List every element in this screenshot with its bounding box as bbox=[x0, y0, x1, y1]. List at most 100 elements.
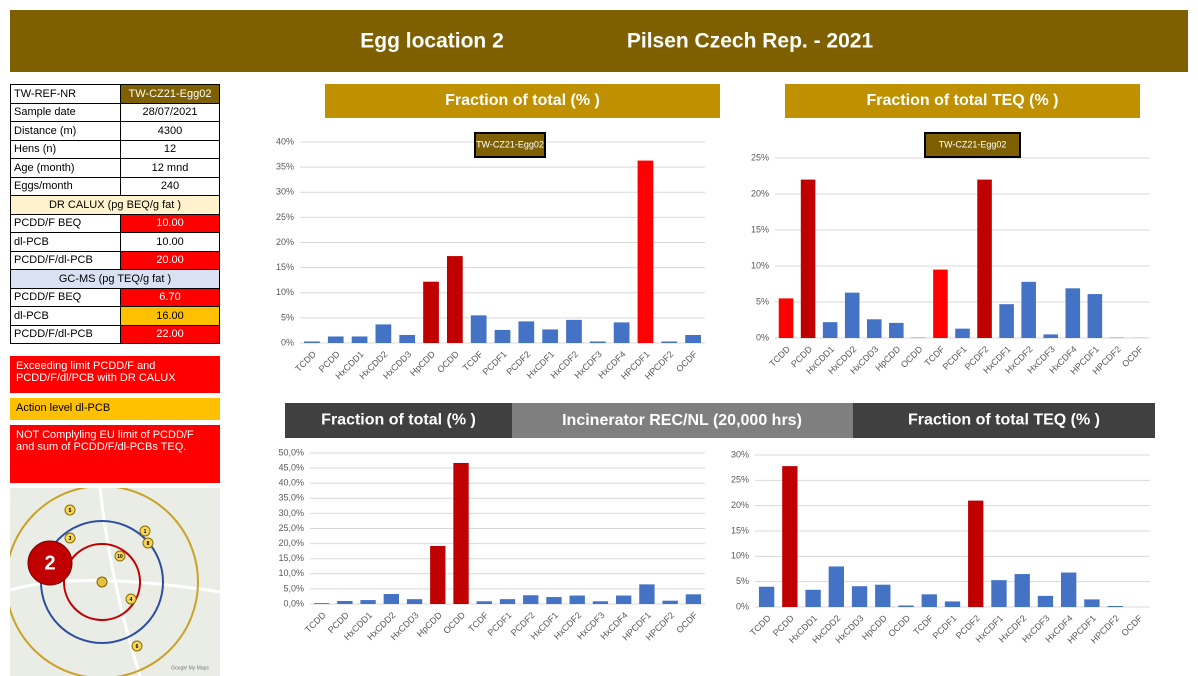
x-tick-label: HpCDD bbox=[873, 344, 902, 373]
bar bbox=[1087, 294, 1103, 338]
x-tick-label: TCDD bbox=[748, 613, 773, 638]
cell: TW-CZ21-Egg02 bbox=[120, 84, 220, 104]
bar bbox=[866, 319, 882, 338]
x-tick-label: HpCDD bbox=[415, 610, 444, 639]
x-tick-label: TCDD bbox=[293, 349, 318, 374]
chart-title: Fraction of total TEQ (% ) bbox=[908, 412, 1100, 429]
chart-banner bbox=[785, 84, 1140, 118]
bar bbox=[1043, 334, 1059, 338]
bar bbox=[430, 546, 446, 604]
cell: 16.00 bbox=[120, 306, 220, 326]
bar bbox=[999, 304, 1014, 338]
bar bbox=[639, 584, 655, 604]
y-tick-label: 30% bbox=[731, 449, 749, 459]
x-tick-label: HpCDD bbox=[860, 613, 889, 642]
cell: TW-REF-NR bbox=[10, 84, 121, 104]
cell: 10.00 bbox=[120, 232, 220, 252]
bar bbox=[351, 336, 368, 343]
y-tick-label: 20% bbox=[751, 188, 769, 198]
y-tick-label: 40% bbox=[276, 136, 294, 146]
bar bbox=[327, 336, 344, 343]
bar bbox=[494, 329, 511, 343]
section-header: GC-MS (pg TEQ/g fat ) bbox=[10, 269, 220, 289]
cell: 12 mnd bbox=[120, 158, 220, 178]
map-marker bbox=[131, 640, 143, 652]
bar bbox=[304, 341, 320, 343]
x-tick-label: OCDF bbox=[674, 349, 699, 374]
bar bbox=[337, 600, 353, 604]
bar bbox=[968, 500, 984, 607]
bar bbox=[383, 594, 399, 604]
bar bbox=[542, 329, 559, 343]
bar bbox=[1084, 599, 1100, 607]
bar bbox=[805, 589, 821, 607]
bar bbox=[1061, 572, 1077, 607]
bar bbox=[778, 298, 794, 338]
y-tick-label: 15% bbox=[751, 224, 769, 234]
banner-left bbox=[285, 403, 512, 438]
x-tick-label: OCDD bbox=[899, 344, 925, 370]
y-tick-label: 10% bbox=[276, 287, 294, 297]
map: 2 Google My Maps bbox=[9, 487, 221, 676]
map-marker bbox=[114, 550, 126, 562]
y-tick-label: 0,0% bbox=[283, 598, 304, 608]
bar bbox=[613, 322, 630, 343]
bar bbox=[499, 599, 516, 604]
cell: dl-PCB bbox=[10, 306, 121, 326]
x-tick-label: PCDF1 bbox=[931, 613, 959, 641]
bar bbox=[828, 566, 844, 607]
banner-middle-text: Incinerator REC/NL (20,000 hrs) bbox=[562, 412, 802, 429]
y-tick-label: 30,0% bbox=[278, 508, 304, 518]
bar bbox=[955, 328, 970, 338]
x-tick-label: TCDD bbox=[303, 610, 328, 635]
chart-title: Fraction of total (% ) bbox=[321, 412, 476, 429]
cell: Age (month) bbox=[10, 158, 121, 178]
y-tick-label: 0% bbox=[756, 332, 769, 342]
header-location: Egg location 2 bbox=[360, 30, 504, 53]
x-tick-label: PCDF1 bbox=[486, 610, 514, 638]
x-tick-label: OCDD bbox=[441, 610, 467, 636]
y-tick-label: 25% bbox=[276, 212, 294, 222]
cell: 240 bbox=[120, 176, 220, 196]
bar bbox=[406, 599, 423, 604]
header-place: Pilsen Czech Rep. - 2021 bbox=[627, 30, 874, 53]
annotation: TW-CZ21-Egg02 bbox=[476, 139, 544, 149]
y-tick-label: 5,0% bbox=[283, 583, 304, 593]
y-tick-label: 10,0% bbox=[278, 568, 304, 578]
bar bbox=[758, 586, 775, 607]
bar bbox=[313, 603, 330, 604]
bar bbox=[782, 466, 798, 607]
y-tick-label: 40,0% bbox=[278, 478, 304, 488]
chart-banner bbox=[325, 84, 720, 118]
bar bbox=[944, 601, 961, 607]
cell: PCDD/F/dl-PCB bbox=[10, 250, 121, 270]
map-marker-label: 5 bbox=[69, 508, 72, 514]
map-marker-label: 6 bbox=[136, 644, 139, 650]
header-bar bbox=[10, 10, 1188, 72]
map-credit: Google My Maps bbox=[171, 665, 209, 671]
bar bbox=[1107, 605, 1123, 607]
y-tick-label: 5% bbox=[281, 312, 294, 322]
bar bbox=[360, 600, 376, 604]
y-tick-label: 5% bbox=[756, 296, 769, 306]
bar bbox=[375, 324, 392, 343]
x-tick-label: OCDD bbox=[886, 613, 912, 639]
y-tick-label: 30% bbox=[276, 187, 294, 197]
map-road bbox=[98, 487, 142, 676]
map-marker-label: 3 bbox=[69, 536, 72, 542]
y-tick-label: 0% bbox=[281, 337, 294, 347]
x-tick-label: OCDD bbox=[435, 349, 461, 375]
y-tick-label: 50,0% bbox=[278, 447, 304, 457]
y-tick-label: 35% bbox=[276, 162, 294, 172]
bar bbox=[851, 586, 868, 607]
cell: 6.70 bbox=[120, 287, 220, 307]
map-ring bbox=[10, 488, 199, 676]
bar bbox=[685, 334, 701, 343]
annotation: TW-CZ21-Egg02 bbox=[939, 139, 1007, 149]
bar bbox=[476, 601, 492, 604]
legend-exceeding: Exceeding limit PCDD/F and PCDD/F/dl/PCB… bbox=[10, 356, 220, 393]
annotation-box bbox=[924, 132, 1021, 158]
cell: Distance (m) bbox=[10, 121, 121, 141]
